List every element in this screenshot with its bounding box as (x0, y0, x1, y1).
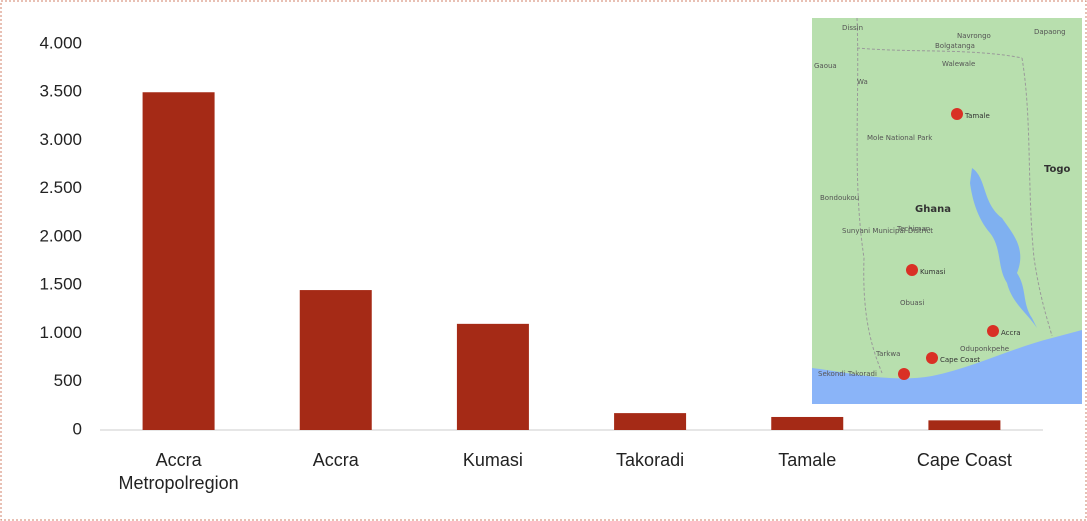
map-label: Wa (857, 78, 868, 86)
bar (771, 417, 843, 430)
map-label: Techiman (896, 225, 930, 233)
map-label: Accra (1001, 329, 1021, 337)
map-label: Tarkwa (875, 350, 900, 358)
bar (614, 413, 686, 430)
bar (928, 420, 1000, 430)
map-label: Mole National Park (867, 134, 933, 142)
map-label: Tamale (964, 112, 990, 120)
map-inset: Dissin Navrongo Dapaong Bolgatanga Walew… (812, 18, 1082, 404)
bar (300, 290, 372, 430)
y-tick-label: 2.500 (39, 178, 82, 197)
y-tick-label: 1.000 (39, 323, 82, 342)
y-tick-label: 1.500 (39, 275, 82, 294)
x-tick-label: Kumasi (418, 449, 568, 472)
y-tick-label: 4.000 (39, 33, 82, 52)
x-tick-label: Takoradi (575, 449, 725, 472)
map-label: Togo (1044, 164, 1071, 175)
y-tick-label: 0 (73, 419, 82, 438)
map-label: Obuasi (900, 299, 924, 307)
map-label: Gaoua (814, 62, 837, 70)
map-label: Dissin (842, 24, 863, 32)
map-label: Kumasi (920, 268, 945, 276)
map-label: Navrongo (957, 32, 991, 40)
y-tick-label: 3.000 (39, 130, 82, 149)
x-tick-label: Cape Coast (889, 449, 1039, 472)
bar (143, 92, 215, 430)
x-tick-label: Accra Metropolregion (104, 449, 254, 495)
map-label: Bondoukou (820, 194, 859, 202)
x-tick-label: Tamale (732, 449, 882, 472)
x-tick-label: Accra (261, 449, 411, 472)
y-tick-label: 2.000 (39, 226, 82, 245)
map-label: Dapaong (1034, 28, 1066, 36)
map-label: Ghana (915, 204, 951, 215)
map-label: Cape Coast (940, 356, 980, 364)
y-tick-label: 3.500 (39, 82, 82, 101)
bar (457, 324, 529, 430)
map-label: Walewale (942, 60, 975, 68)
page: 05001.0001.5002.0002.5003.0003.5004.000 … (0, 0, 1087, 521)
map-label: Sekondi Takoradi (818, 370, 877, 378)
map-label: Bolgatanga (935, 42, 975, 50)
y-tick-label: 500 (54, 371, 82, 390)
map-label: Oduponkpehe (960, 345, 1009, 353)
